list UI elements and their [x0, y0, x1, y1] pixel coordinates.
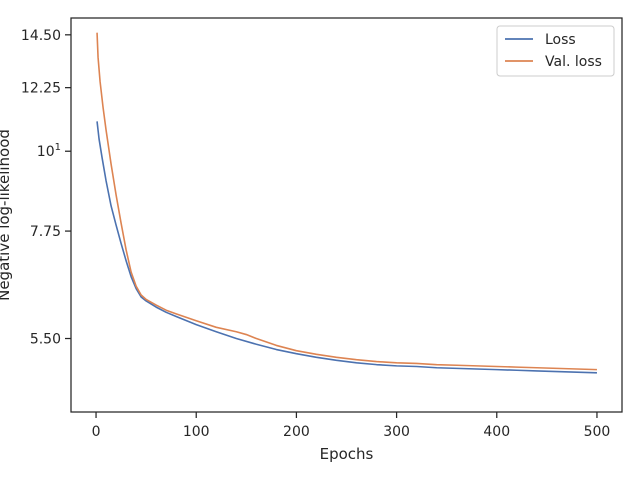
x-tick-label: 0 — [92, 424, 101, 440]
y-axis-label: Negative log-likelihood — [0, 129, 13, 301]
x-axis: 0 100 200 300 400 500 — [92, 412, 611, 440]
x-axis-label: Epochs — [320, 445, 374, 463]
series-line-val-loss — [96, 32, 597, 371]
x-tick-label: 500 — [584, 424, 611, 440]
y-tick-label: 5.50 — [30, 332, 61, 348]
y-tick-label: 7.75 — [30, 224, 61, 240]
legend-label: Val. loss — [545, 54, 602, 70]
legend: Loss Val. loss — [496, 25, 615, 77]
x-tick-label: 200 — [283, 424, 310, 440]
plot-frame — [70, 17, 623, 413]
x-tick-label: 300 — [383, 424, 410, 440]
x-tick-label: 400 — [483, 424, 510, 440]
series-layer — [96, 32, 597, 374]
y-axis: 5.50 7.75 101 12.25 14.50 — [21, 28, 71, 348]
y-tick-label: 101 — [37, 142, 61, 160]
x-tick-label: 100 — [183, 424, 210, 440]
series-line-loss — [96, 121, 597, 374]
y-tick-label: 12.25 — [21, 81, 61, 97]
legend-label: Loss — [545, 32, 576, 48]
y-tick-label: 14.50 — [21, 28, 61, 44]
